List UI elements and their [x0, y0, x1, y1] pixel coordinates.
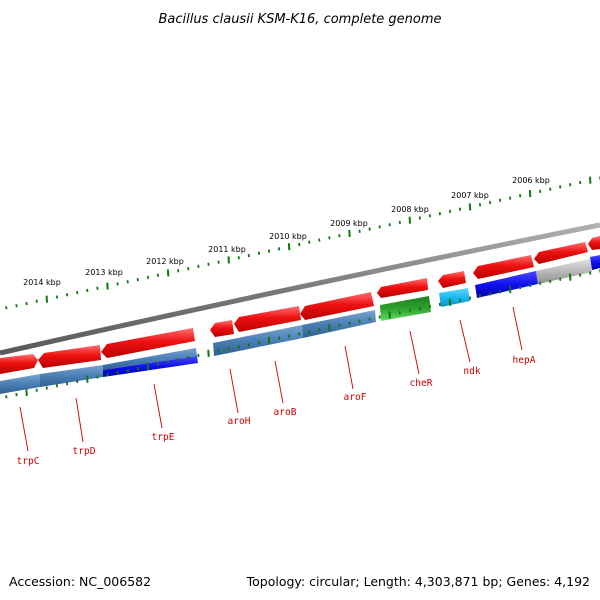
reverse-strand [0, 255, 600, 394]
leader-aroH [229, 368, 239, 414]
leader-cheR [409, 330, 420, 375]
gene-label-aroB: aroB [274, 407, 297, 418]
reverse-gene-aroH [213, 325, 303, 356]
accession-text: Accession: NC_006582 [9, 574, 151, 589]
gene-leaders [19, 306, 523, 452]
genome-summary-text: Topology: circular; Length: 4,303,871 bp… [246, 574, 590, 589]
kbp-label-2009: 2009 kbp [330, 219, 368, 228]
gene-label-cheR: cheR [410, 378, 433, 389]
forward-gene-arrow [300, 292, 374, 320]
forward-gene-arrow [38, 345, 101, 368]
gene-label-trpC: trpC [17, 456, 40, 467]
scale-labels: 2014 kbp 2013 kbp 2012 kbp 2011 kbp 2010… [23, 176, 550, 287]
kbp-label-2012: 2012 kbp [146, 257, 184, 266]
kbp-label-2008: 2008 kbp [391, 205, 429, 214]
kbp-label-2006: 2006 kbp [512, 176, 550, 185]
gene-label-hepA: hepA [513, 355, 536, 366]
kbp-label-2013: 2013 kbp [85, 268, 123, 277]
reverse-gene-trpC [0, 374, 40, 394]
reverse-gene-trpE-blue [103, 356, 198, 377]
kbp-label-2007: 2007 kbp [451, 191, 489, 200]
reverse-gene-gray [536, 259, 592, 284]
reverse-gene-blue-edge [590, 255, 600, 270]
forward-gene-arrow [377, 278, 428, 298]
gene-label-trpE: trpE [152, 432, 175, 443]
leader-trpC [19, 406, 29, 452]
gene-label-ndk: ndk [463, 366, 480, 377]
kbp-label-2011: 2011 kbp [208, 245, 246, 254]
forward-gene-arrow [473, 255, 534, 279]
gene-labels: trpC trpD trpE aroH aroB aroF cheR ndk h… [17, 355, 536, 467]
inner-scale-track [5, 269, 600, 399]
kbp-label-2010: 2010 kbp [269, 232, 307, 241]
forward-gene-arrow [588, 236, 600, 250]
map-title: Bacillus clausii KSM-K16, complete genom… [158, 12, 441, 27]
forward-gene-arrow [0, 354, 38, 374]
leader-hepA [512, 306, 523, 351]
leader-trpE [153, 383, 163, 429]
reverse-gene-trpE [103, 348, 197, 370]
gene-label-aroF: aroF [344, 392, 367, 403]
leader-trpD [75, 397, 84, 443]
leader-aroF [344, 345, 354, 390]
genome-backbone [0, 222, 600, 356]
reverse-gene-cheR [380, 296, 431, 321]
gene-label-aroH: aroH [228, 416, 251, 427]
forward-gene-arrow [210, 320, 234, 337]
reverse-gene-hepA [475, 271, 538, 298]
reverse-gene-ndk [439, 288, 470, 307]
kbp-label-2014: 2014 kbp [23, 278, 61, 287]
forward-gene-arrow [234, 306, 301, 332]
forward-gene-arrow [101, 328, 195, 358]
forward-strand [0, 236, 600, 374]
forward-gene-arrow [534, 242, 588, 264]
forward-gene-arrow [438, 271, 466, 288]
leader-ndk [459, 319, 471, 363]
reverse-gene-trpD [40, 365, 103, 387]
leader-aroB [274, 360, 284, 404]
gene-label-trpD: trpD [73, 446, 96, 457]
outer-scale-track [5, 176, 600, 310]
reverse-gene-aroF [302, 310, 376, 338]
